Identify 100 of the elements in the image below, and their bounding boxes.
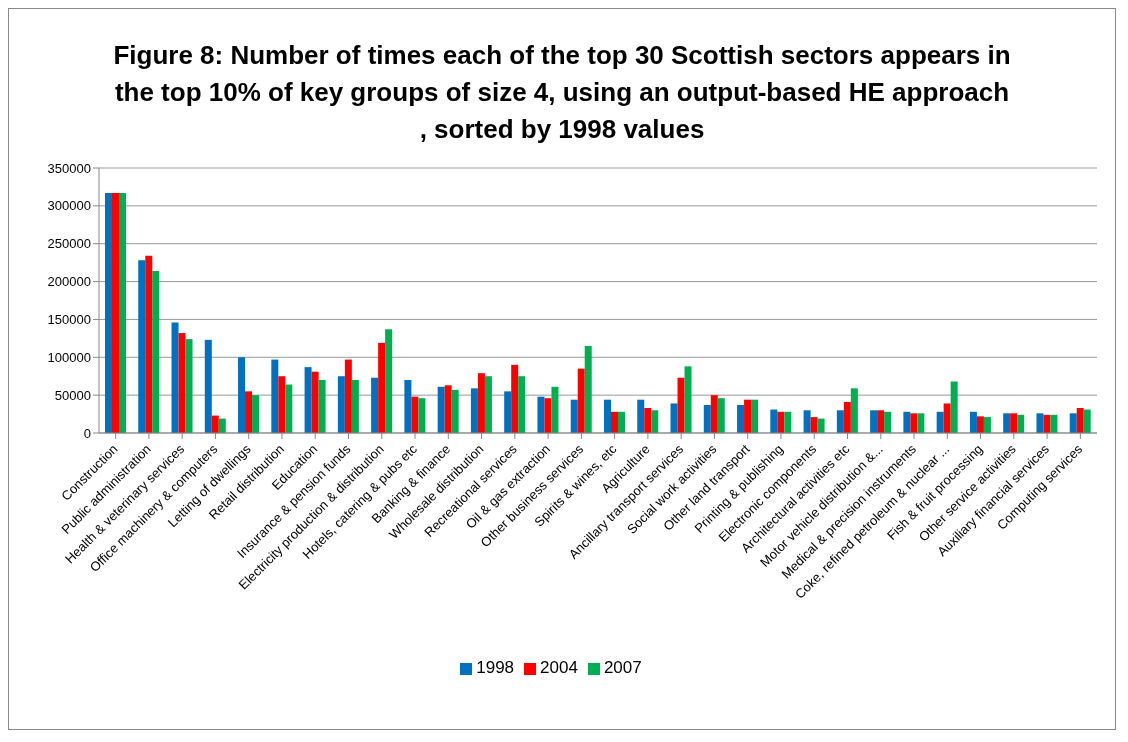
bar <box>411 396 419 433</box>
bar <box>252 395 260 433</box>
bar <box>976 416 984 433</box>
bar <box>1003 413 1011 433</box>
y-tick-label: 50000 <box>54 387 91 403</box>
bar <box>551 386 559 433</box>
bar <box>969 411 977 433</box>
bar <box>843 401 851 433</box>
bar <box>371 377 379 433</box>
bar <box>936 411 944 433</box>
bar <box>351 380 359 433</box>
bar <box>1036 413 1044 433</box>
bar <box>218 418 226 433</box>
bar <box>1043 414 1051 433</box>
bar <box>817 418 825 433</box>
bar <box>710 395 718 433</box>
bar <box>1050 414 1058 433</box>
bar <box>910 413 918 433</box>
bar <box>903 411 911 433</box>
bar <box>651 410 659 433</box>
bar <box>104 192 112 433</box>
bar <box>603 399 611 433</box>
y-tick-label: 250000 <box>47 236 91 252</box>
bar <box>777 411 785 433</box>
y-tick-label: 200000 <box>47 274 91 290</box>
bar <box>138 260 146 433</box>
bar <box>245 391 253 433</box>
bar <box>544 398 552 433</box>
bar <box>404 380 412 433</box>
bar <box>770 409 778 433</box>
bar <box>744 399 752 433</box>
bar <box>850 388 858 433</box>
bar <box>677 377 685 433</box>
y-tick-label: 350000 <box>47 160 91 176</box>
bar <box>537 396 545 433</box>
bar <box>185 339 193 433</box>
legend-label: 2004 <box>540 658 578 677</box>
bar <box>304 367 312 433</box>
bar <box>271 359 279 433</box>
bar <box>617 411 625 433</box>
bar <box>1010 413 1018 433</box>
legend-label: 2007 <box>603 658 642 677</box>
bar <box>884 411 892 433</box>
bar <box>751 399 759 433</box>
legend-label: 1998 <box>476 658 515 677</box>
bar <box>684 366 692 433</box>
bar <box>1076 408 1084 433</box>
bar <box>810 417 818 433</box>
bar <box>1083 409 1091 433</box>
bar <box>278 376 286 433</box>
bar <box>178 333 186 433</box>
bar <box>118 192 126 433</box>
y-tick-label: 150000 <box>47 312 91 328</box>
bar <box>385 329 393 433</box>
bar <box>983 417 991 433</box>
bar <box>1017 414 1025 433</box>
bar <box>670 403 678 433</box>
bar <box>311 371 319 433</box>
y-tick-label: 300000 <box>47 198 91 214</box>
bar <box>318 380 326 433</box>
bar <box>584 345 592 433</box>
bar <box>504 391 512 433</box>
bar <box>836 410 844 433</box>
bar <box>451 389 459 433</box>
chart-title: Figure 8: Number of times each of the top 30 Scottish sectors appears in the top 10% of key groups of size 4, using an output-based HE approach , sorted by 1998 values <box>112 39 1012 146</box>
bar <box>477 373 485 433</box>
bar <box>570 399 578 433</box>
bar <box>171 322 179 433</box>
bar <box>238 357 246 433</box>
bar <box>344 359 352 433</box>
bar <box>950 381 958 433</box>
bar <box>703 404 711 433</box>
bar <box>943 403 951 433</box>
bar <box>877 410 885 433</box>
bar <box>1069 413 1077 433</box>
y-tick-label: 0 <box>83 425 91 441</box>
bar <box>717 398 725 433</box>
bar <box>803 410 811 433</box>
y-tick-label: 100000 <box>47 349 91 365</box>
bar <box>211 415 219 433</box>
bar <box>577 368 585 433</box>
bar <box>637 399 645 433</box>
bar <box>444 385 452 433</box>
bar <box>518 376 526 433</box>
bar <box>917 413 925 433</box>
bar <box>737 404 745 433</box>
bar <box>484 376 492 433</box>
bar <box>511 364 519 433</box>
bar <box>784 411 792 433</box>
bar <box>111 192 119 433</box>
bar <box>418 398 426 433</box>
bar <box>378 342 386 433</box>
bar <box>470 388 478 433</box>
bar <box>644 408 652 433</box>
bar <box>152 270 160 433</box>
bar <box>145 255 153 433</box>
bar <box>437 386 445 433</box>
bar <box>870 410 878 433</box>
bar <box>204 339 212 433</box>
bar <box>337 376 345 433</box>
